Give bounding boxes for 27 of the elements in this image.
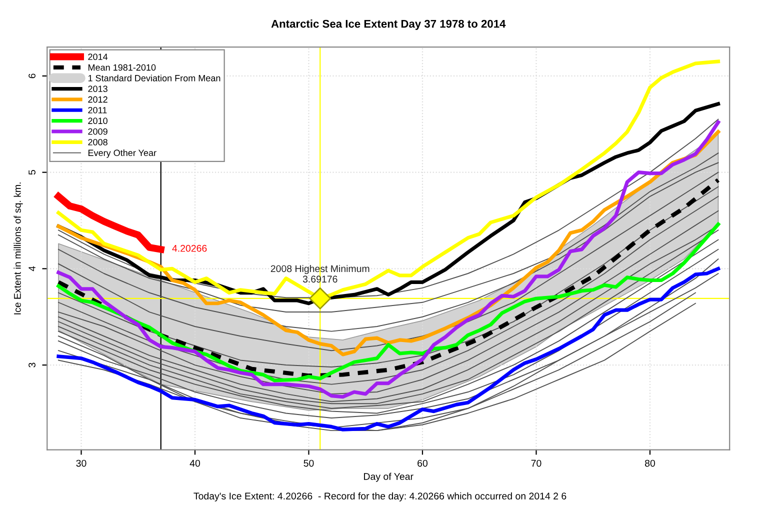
text: Today's Ice Extent: 4.20266 - Record for the day: 4.20266 which occurred on 2014 2 6 — [194, 492, 566, 502]
y-axis-title: Ice Extent in millions of sq. km. — [14, 182, 23, 314]
chart-title: Antarctic Sea Ice Extent Day 37 1978 to 2014 — [271, 20, 506, 30]
x-tick-label: 60 — [418, 460, 428, 467]
y-tick-label: 5 — [28, 170, 36, 175]
line-series — [58, 162, 719, 332]
legend-label: 2009 — [88, 128, 108, 135]
legend-label: 2013 — [88, 86, 108, 92]
y-tick-label: 4 — [28, 266, 36, 272]
annotation: 1 Standard Deviation From Mean — [88, 74, 220, 82]
x-tick-label: 30 — [76, 460, 86, 467]
y-tick-label: 6 — [28, 74, 36, 78]
legend-label: 2008 — [88, 138, 108, 146]
legend-label: Mean 1981-2010 — [88, 64, 156, 71]
legend-label: 2011 — [88, 106, 107, 114]
x-tick-label: 40 — [190, 460, 200, 467]
legend-label: 2014 — [88, 54, 108, 60]
x-tick-label: 80 — [644, 460, 656, 467]
legend-label: 2010 — [88, 118, 108, 124]
x-tick-label: 70 — [531, 460, 542, 467]
y-tick-label: 3 — [28, 362, 36, 368]
x-tick-label: 50 — [304, 460, 314, 467]
legend-label: 2012 — [88, 96, 108, 103]
annotation: 4.20266 — [172, 244, 207, 252]
line-series — [58, 172, 719, 352]
x-axis-title: Day of Year — [364, 472, 414, 482]
legend-label: Every Other Year — [88, 149, 156, 158]
